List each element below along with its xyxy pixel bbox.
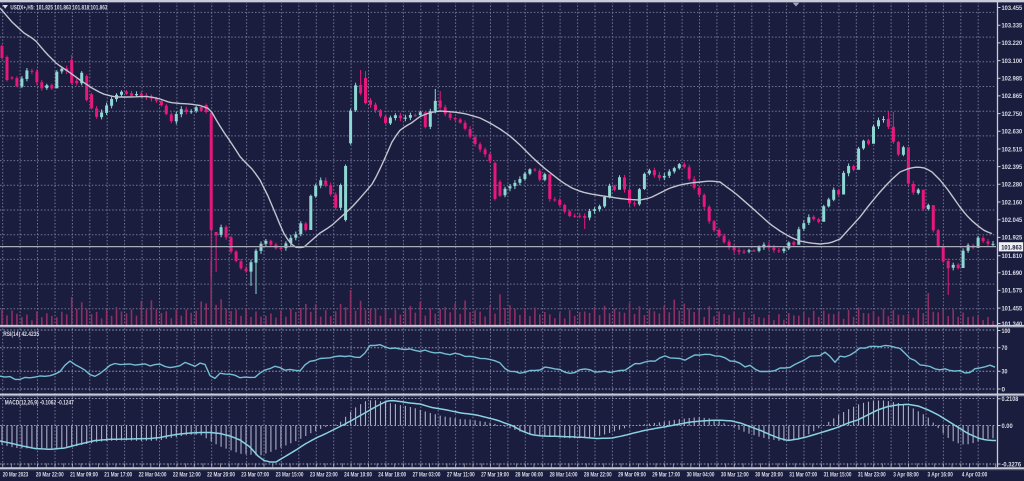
svg-text:20 Mar 2023: 20 Mar 2023: [3, 471, 29, 478]
svg-text:103.335: 103.335: [1002, 23, 1023, 30]
svg-text:3 Apr 16:00: 3 Apr 16:00: [927, 471, 953, 478]
svg-text:4 Apr 03:00: 4 Apr 03:00: [962, 471, 988, 478]
svg-text:29 Mar 09:00: 29 Mar 09:00: [618, 471, 646, 478]
svg-text:22 Mar 12:00: 22 Mar 12:00: [173, 471, 201, 478]
svg-text:102.750: 102.750: [1002, 111, 1023, 118]
svg-text:USDX+,H5: 101.825 101.863 101.: USDX+,H5: 101.825 101.863 101.818 101.86…: [10, 4, 107, 11]
svg-text:0: 0: [1002, 386, 1006, 393]
svg-text:28 Mar 14:00: 28 Mar 14:00: [550, 471, 578, 478]
svg-text:20 Mar 22:00: 20 Mar 22:00: [36, 471, 64, 478]
svg-text:103.455: 103.455: [1002, 5, 1023, 12]
svg-text:100: 100: [1002, 328, 1011, 335]
svg-text:102.515: 102.515: [1002, 146, 1023, 153]
svg-text:23 Mar 15:00: 23 Mar 15:00: [276, 471, 304, 478]
svg-text:101.455: 101.455: [1002, 305, 1023, 312]
svg-text:102.865: 102.865: [1002, 93, 1023, 100]
svg-text:28 Mar 22:00: 28 Mar 22:00: [584, 471, 612, 478]
svg-text:70: 70: [1002, 345, 1008, 352]
svg-text:0.00: 0.00: [1002, 423, 1014, 430]
svg-text:103.220: 103.220: [1002, 40, 1023, 47]
svg-text:22 Mar 20:00: 22 Mar 20:00: [207, 471, 235, 478]
svg-text:-0.3276: -0.3276: [1002, 461, 1022, 468]
svg-text:23 Mar 07:00: 23 Mar 07:00: [241, 471, 269, 478]
svg-text:21 Mar 17:00: 21 Mar 17:00: [104, 471, 132, 478]
svg-text:3 Apr 08:00: 3 Apr 08:00: [893, 471, 919, 478]
svg-text:28 Mar 06:00: 28 Mar 06:00: [515, 471, 543, 478]
svg-text:101.925: 101.925: [1002, 235, 1023, 242]
svg-text:31 Mar 07:00: 31 Mar 07:00: [789, 471, 817, 478]
svg-text:102.045: 102.045: [1002, 217, 1023, 224]
svg-text:RSI(14) 42.4235: RSI(14) 42.4235: [3, 331, 39, 338]
svg-text:102.395: 102.395: [1002, 164, 1023, 171]
svg-text:101.575: 101.575: [1002, 288, 1023, 295]
svg-text:30: 30: [1002, 369, 1008, 376]
svg-text:24 Mar 10:00: 24 Mar 10:00: [344, 471, 372, 478]
svg-text:24 Mar 18:00: 24 Mar 18:00: [378, 471, 406, 478]
svg-text:31 Mar 15:00: 31 Mar 15:00: [824, 471, 852, 478]
svg-text:30 Mar 20:00: 30 Mar 20:00: [755, 471, 783, 478]
svg-text:102.280: 102.280: [1002, 182, 1023, 189]
svg-text:30 Mar 12:00: 30 Mar 12:00: [721, 471, 749, 478]
svg-text:102.985: 102.985: [1002, 76, 1023, 83]
svg-text:22 Mar 04:00: 22 Mar 04:00: [139, 471, 167, 478]
svg-text:101.810: 101.810: [1002, 253, 1023, 260]
svg-text:102.160: 102.160: [1002, 199, 1023, 206]
svg-text:MACD(12,26,9) -0.1062 -0.1247: MACD(12,26,9) -0.1062 -0.1247: [5, 400, 74, 407]
svg-text:30 Mar 04:00: 30 Mar 04:00: [687, 471, 715, 478]
svg-text:29 Mar 17:00: 29 Mar 17:00: [652, 471, 680, 478]
svg-text:101.340: 101.340: [1002, 321, 1023, 328]
svg-text:27 Mar 03:00: 27 Mar 03:00: [413, 471, 441, 478]
svg-text:101.690: 101.690: [1002, 270, 1023, 277]
svg-text:27 Mar 19:00: 27 Mar 19:00: [481, 471, 509, 478]
svg-text:103.100: 103.100: [1002, 58, 1023, 65]
svg-text:101.863: 101.863: [1001, 245, 1022, 252]
svg-text:27 Mar 11:00: 27 Mar 11:00: [447, 471, 475, 478]
svg-text:21 Mar 09:00: 21 Mar 09:00: [70, 471, 98, 478]
svg-text:31 Mar 23:00: 31 Mar 23:00: [858, 471, 886, 478]
svg-text:0.2108: 0.2108: [1002, 396, 1019, 403]
svg-text:102.630: 102.630: [1002, 129, 1023, 136]
svg-text:23 Mar 23:00: 23 Mar 23:00: [310, 471, 338, 478]
